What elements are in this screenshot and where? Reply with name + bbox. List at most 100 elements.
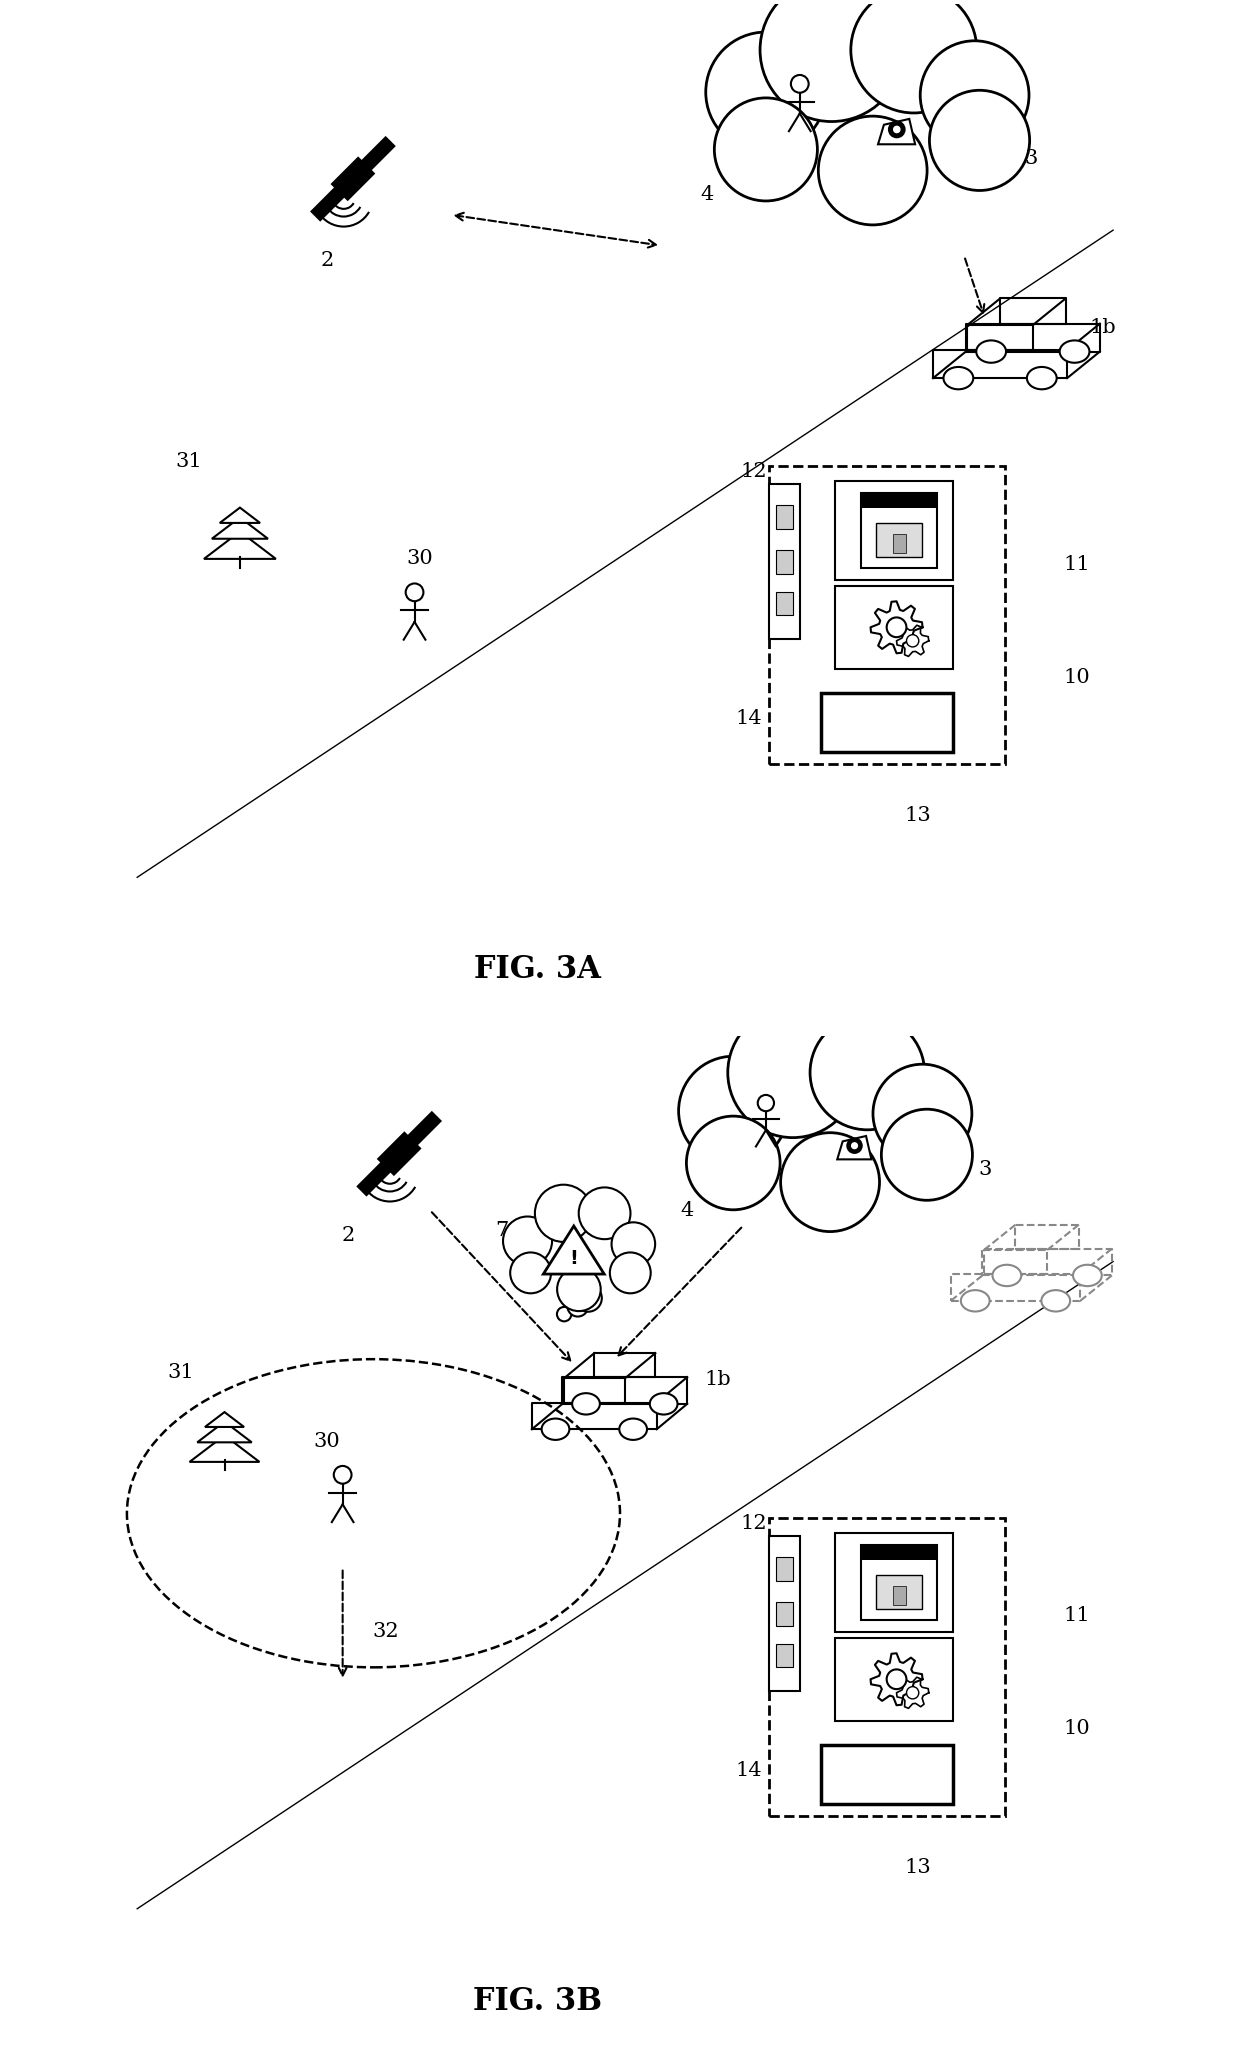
Ellipse shape <box>572 1393 600 1414</box>
Ellipse shape <box>992 1265 1022 1286</box>
Bar <box>877 523 921 556</box>
Bar <box>861 1546 936 1621</box>
Text: FIG. 3A: FIG. 3A <box>475 955 601 986</box>
Text: 10: 10 <box>1064 668 1090 686</box>
Bar <box>769 467 1006 765</box>
Ellipse shape <box>1027 368 1056 389</box>
Text: 4: 4 <box>701 184 714 205</box>
Circle shape <box>758 1096 774 1112</box>
Circle shape <box>760 0 903 122</box>
Bar <box>776 1643 792 1668</box>
Ellipse shape <box>976 341 1006 364</box>
Text: 14: 14 <box>735 709 761 728</box>
Bar <box>835 482 954 579</box>
Bar <box>861 1546 936 1561</box>
Text: 12: 12 <box>740 1513 766 1534</box>
Circle shape <box>887 618 906 637</box>
Polygon shape <box>837 1137 872 1160</box>
Bar <box>877 1575 921 1608</box>
Text: 3: 3 <box>978 1160 991 1178</box>
Bar <box>861 494 936 568</box>
Bar <box>776 1556 792 1581</box>
Text: 13: 13 <box>904 1858 931 1877</box>
Circle shape <box>534 1184 593 1242</box>
Circle shape <box>611 1222 655 1265</box>
Text: 7: 7 <box>495 1222 508 1240</box>
Text: 31: 31 <box>175 453 202 471</box>
Bar <box>861 494 936 508</box>
Polygon shape <box>409 1112 440 1145</box>
Circle shape <box>334 1466 351 1484</box>
Ellipse shape <box>944 368 973 389</box>
Polygon shape <box>362 136 394 169</box>
Bar <box>835 585 954 670</box>
Text: 31: 31 <box>167 1362 193 1383</box>
Circle shape <box>847 1139 862 1153</box>
Polygon shape <box>203 531 275 558</box>
Circle shape <box>706 33 826 153</box>
Circle shape <box>930 91 1029 190</box>
Circle shape <box>810 1015 925 1131</box>
Text: 30: 30 <box>314 1432 341 1451</box>
Circle shape <box>852 1143 857 1149</box>
Circle shape <box>714 97 817 200</box>
Text: 10: 10 <box>1064 1720 1090 1738</box>
Circle shape <box>920 41 1029 149</box>
Bar <box>769 484 800 639</box>
Polygon shape <box>311 188 343 221</box>
Bar <box>893 533 906 552</box>
Ellipse shape <box>1060 341 1090 364</box>
Bar <box>821 1745 954 1804</box>
Circle shape <box>851 0 977 114</box>
Circle shape <box>889 122 905 136</box>
Bar <box>776 550 792 575</box>
Bar <box>821 692 954 752</box>
Circle shape <box>781 1133 879 1232</box>
Polygon shape <box>543 1226 604 1273</box>
Text: 13: 13 <box>904 806 931 825</box>
Circle shape <box>906 635 919 647</box>
Circle shape <box>818 116 928 225</box>
Circle shape <box>687 1116 780 1209</box>
Text: 11: 11 <box>1064 554 1090 573</box>
Bar <box>776 504 792 529</box>
Circle shape <box>791 74 808 93</box>
Ellipse shape <box>1042 1290 1070 1310</box>
Circle shape <box>873 1065 972 1164</box>
Bar <box>835 1534 954 1631</box>
Text: 3: 3 <box>1024 149 1038 167</box>
Text: FIG. 3B: FIG. 3B <box>474 1986 603 2017</box>
Bar <box>769 1536 800 1691</box>
Circle shape <box>557 1306 572 1321</box>
Text: 1b: 1b <box>1090 318 1116 337</box>
Bar <box>776 591 792 616</box>
Circle shape <box>678 1056 787 1166</box>
Circle shape <box>574 1284 601 1313</box>
Ellipse shape <box>619 1418 647 1441</box>
Polygon shape <box>357 1164 389 1195</box>
Text: 2: 2 <box>341 1226 355 1246</box>
Polygon shape <box>205 1412 244 1426</box>
Text: 1b: 1b <box>704 1370 730 1389</box>
Circle shape <box>906 1687 919 1699</box>
Circle shape <box>557 1267 600 1310</box>
Polygon shape <box>190 1434 259 1461</box>
Circle shape <box>568 1296 588 1317</box>
Circle shape <box>503 1217 552 1265</box>
Ellipse shape <box>961 1290 990 1310</box>
Bar <box>835 1637 954 1722</box>
Circle shape <box>894 126 900 132</box>
Circle shape <box>887 1670 906 1689</box>
Polygon shape <box>219 508 260 523</box>
Circle shape <box>405 583 423 601</box>
Bar <box>776 1602 792 1625</box>
Text: !: ! <box>569 1248 578 1267</box>
Circle shape <box>728 1007 858 1137</box>
Polygon shape <box>378 1133 420 1174</box>
Polygon shape <box>332 157 373 200</box>
Bar <box>769 1519 1006 1817</box>
Text: 2: 2 <box>321 252 334 271</box>
Text: 32: 32 <box>372 1623 399 1641</box>
Text: 12: 12 <box>740 463 766 482</box>
Bar <box>893 1585 906 1604</box>
